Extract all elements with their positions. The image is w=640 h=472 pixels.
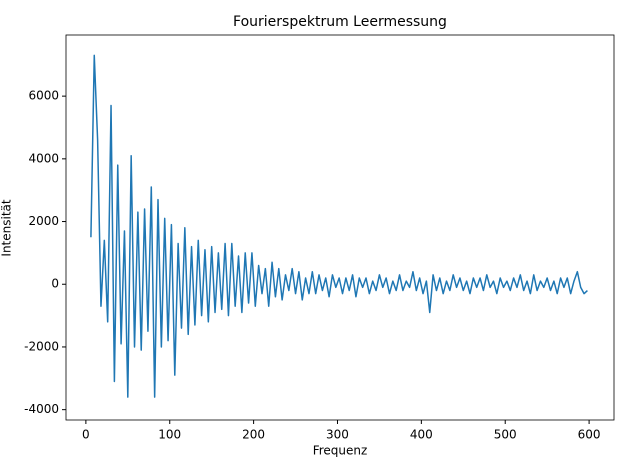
x-tick-label: 300 [326,428,349,442]
plot-frame [65,34,615,421]
y-axis-label: Intensität [0,199,14,256]
x-tick-label: 100 [158,428,181,442]
y-tick-label: 6000 [28,89,59,103]
x-axis-label: Frequenz [313,444,368,458]
x-tick-label: 400 [410,428,433,442]
y-tick-label: -4000 [24,402,59,416]
data-line [90,54,588,398]
y-tick-label: 2000 [28,214,59,228]
chart-title: Fourierspektrum Leermessung [233,14,447,30]
y-tick-label: 0 [51,277,59,291]
x-tick-label: 0 [82,428,90,442]
y-tick-label: 4000 [28,151,59,165]
x-tick-label: 600 [578,428,601,442]
x-tick-label: 500 [494,428,517,442]
y-tick-label: -2000 [24,339,59,353]
x-tick-label: 200 [242,428,265,442]
